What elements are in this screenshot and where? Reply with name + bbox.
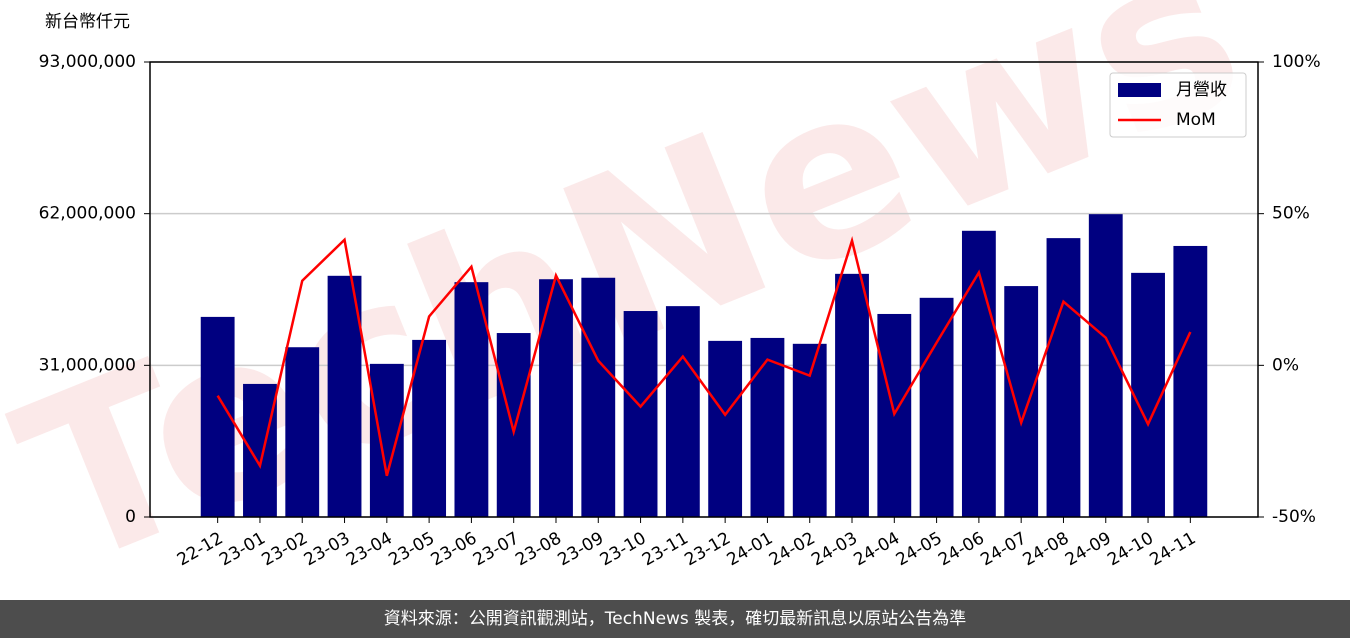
bar (961, 230, 996, 517)
y-tick-label: 31,000,000 (39, 355, 136, 375)
x-tick-label: 24-09 (1062, 528, 1115, 570)
y-tick-label: 93,000,000 (39, 52, 136, 72)
bar (200, 316, 235, 517)
x-tick-label: 23-11 (639, 528, 692, 570)
x-tick-label: 23-08 (512, 528, 565, 570)
x-tick-label: 23-10 (597, 528, 650, 570)
bar (454, 282, 489, 517)
x-tick-label: 24-04 (851, 528, 904, 570)
x-tick-label: 23-05 (385, 528, 438, 570)
legend-label: MoM (1176, 110, 1216, 130)
x-tick-label: 24-03 (808, 528, 861, 570)
bar (581, 277, 616, 517)
y2-tick-label: 100% (1272, 52, 1321, 72)
bar (327, 275, 362, 517)
y2-tick-label: 0% (1272, 355, 1299, 375)
y2-tick-label: -50% (1272, 507, 1316, 527)
x-tick-label: 24-11 (1147, 528, 1200, 570)
x-tick-label: 23-06 (428, 528, 481, 570)
bar (665, 306, 700, 517)
bar (243, 383, 277, 517)
bar (1173, 245, 1208, 518)
x-tick-label: 24-01 (724, 528, 777, 570)
x-tick-label: 23-07 (470, 528, 523, 570)
plot-frame (149, 61, 1259, 518)
bar (835, 273, 869, 517)
bar (496, 333, 531, 517)
bar (1131, 272, 1165, 517)
bar (1004, 286, 1039, 517)
legend-label: 月營收 (1176, 80, 1227, 100)
y-tick-label: 0 (125, 507, 136, 527)
x-tick-label: 23-12 (681, 528, 734, 570)
y-axis-title: 新台幣仟元 (45, 12, 130, 32)
bar (369, 363, 404, 517)
x-tick-label: 24-10 (1104, 528, 1157, 570)
x-tick-label: 24-05 (893, 528, 946, 570)
x-tick-label: 23-09 (554, 528, 607, 570)
x-tick-label: 24-08 (1020, 528, 1073, 570)
x-tick-label: 24-02 (766, 528, 819, 570)
bar (708, 340, 743, 517)
bar (792, 343, 827, 517)
bar (919, 297, 954, 517)
y-tick-label: 62,000,000 (39, 204, 136, 224)
x-tick-label: 23-04 (343, 528, 396, 570)
line (216, 236, 1192, 477)
bar (623, 311, 658, 517)
x-tick-label: 24-07 (977, 528, 1030, 570)
footer: 資料來源：公開資訊觀測站，TechNews 製表，確切最新訊息以原站公告為準 (0, 600, 1350, 638)
chart: 新台幣仟元 TechNews031,000,00062,000,00093,00… (0, 0, 1321, 621)
bar (750, 337, 785, 517)
bar (285, 347, 320, 517)
bar (1046, 238, 1081, 517)
x-tick-label: 24-06 (935, 528, 988, 570)
bar (412, 339, 447, 517)
bar (1088, 214, 1123, 517)
x-tick-label: 23-03 (301, 528, 354, 570)
legend-swatch (1118, 83, 1161, 97)
y2-tick-label: 50% (1272, 204, 1310, 224)
